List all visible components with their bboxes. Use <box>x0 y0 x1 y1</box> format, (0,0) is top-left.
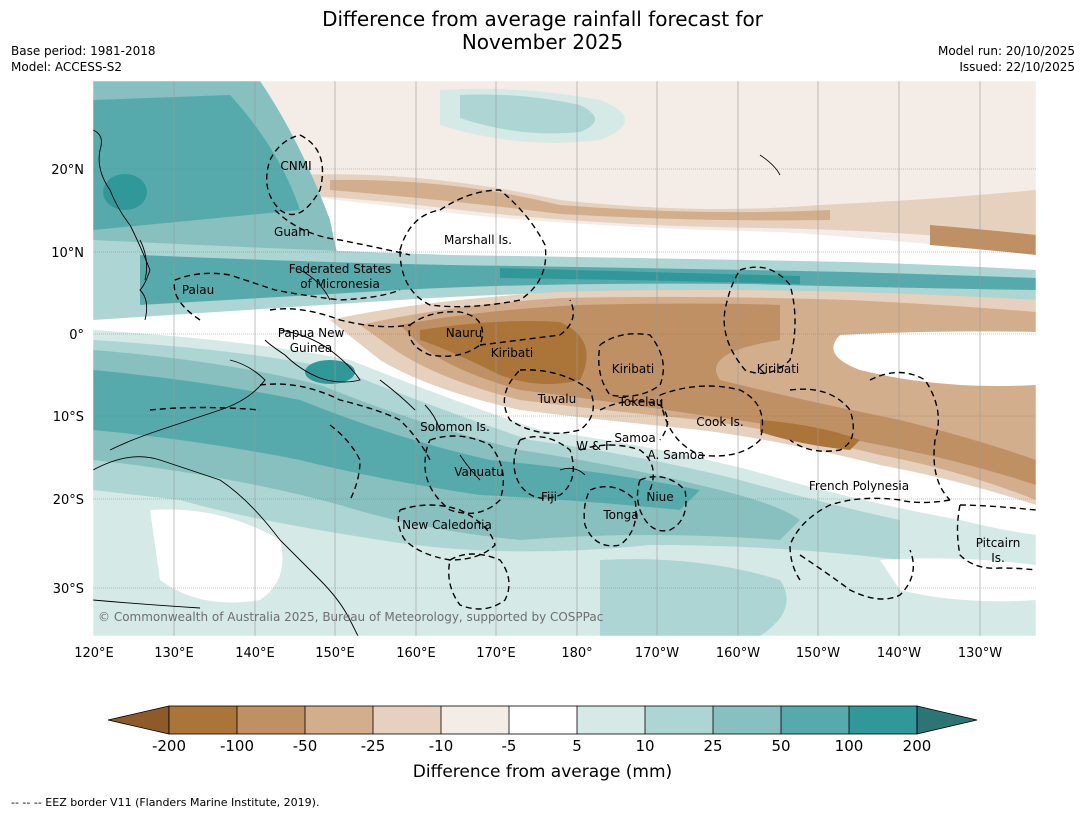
colorbar-tick-label: 100 <box>835 737 864 755</box>
colorbar-tick-label: 10 <box>635 737 654 755</box>
copyright-notice: © Commonwealth of Australia 2025, Bureau… <box>98 610 603 624</box>
region-label-tuvalu: Tuvalu <box>537 392 577 406</box>
lat-label-0: 0° <box>69 328 84 343</box>
region-label-vanuatu: Vanuatu <box>454 465 504 479</box>
colorbar-swatch <box>373 706 441 734</box>
lat-label-20n: 20°N <box>51 163 84 178</box>
region-label-pitcairn-1: Pitcairn <box>976 536 1021 550</box>
region-label-marshall: Marshall Is. <box>444 233 512 247</box>
colorbar-tick-label: -50 <box>293 737 318 755</box>
lon-label-120e: 120°E <box>74 646 114 661</box>
region-label-fsm-2: of Micronesia <box>300 277 380 291</box>
issued-date: Issued: 22/10/2025 <box>959 60 1075 74</box>
region-label-american-samoa: A. Samoa <box>648 448 705 462</box>
colorbar-swatch <box>237 706 305 734</box>
colorbar-tick-label: -5 <box>502 737 517 755</box>
colorbar-tick-label: -200 <box>152 737 186 755</box>
lon-label-130w: 130°W <box>958 646 1002 661</box>
lon-label-160w: 160°W <box>716 646 760 661</box>
lon-label-140e: 140°E <box>235 646 275 661</box>
region-label-kiribati-west: Kiribati <box>491 346 533 360</box>
lat-label-10s: 10°S <box>53 410 84 425</box>
region-label-palau: Palau <box>182 283 214 297</box>
region-label-cnmi: CNMI <box>280 159 311 173</box>
region-label-cook-islands: Cook Is. <box>696 415 743 429</box>
colorbar-swatch <box>577 706 645 734</box>
colorbar-tick-label: -100 <box>220 737 254 755</box>
lat-label-20s: 20°S <box>53 493 84 508</box>
colorbar-swatch <box>169 706 237 734</box>
colorbar-tick-label: 5 <box>572 737 582 755</box>
colorbar-swatch <box>305 706 373 734</box>
lon-label-150w: 150°W <box>796 646 840 661</box>
colorbar-tick-label: -10 <box>429 737 454 755</box>
base-period: Base period: 1981-2018 <box>11 44 156 58</box>
colorbar-swatch <box>441 706 509 734</box>
lat-label-10n: 10°N <box>51 246 84 261</box>
region-label-tonga: Tonga <box>602 508 638 522</box>
region-label-samoa: Samoa <box>614 431 655 445</box>
map-title-line1: Difference from average rainfall forecas… <box>322 7 763 31</box>
region-label-png-1: Papua New <box>278 326 345 340</box>
lon-label-170w: 170°W <box>635 646 679 661</box>
lon-label-150e: 150°E <box>315 646 355 661</box>
region-label-tokelau: Tokelau <box>618 395 664 409</box>
map-title-line2: November 2025 <box>461 30 624 54</box>
region-label-fiji: Fiji <box>541 490 557 504</box>
lon-label-170e: 170°E <box>476 646 516 661</box>
region-label-solomon-islands: Solomon Is. <box>420 420 490 434</box>
lon-label-180: 180° <box>561 646 592 661</box>
region-label-guam: Guam <box>274 225 310 239</box>
region-label-new-caledonia: New Caledonia <box>402 518 492 532</box>
region-label-french-polynesia: French Polynesia <box>809 479 909 493</box>
eez-legend-note: -- -- -- EEZ border V11 (Flanders Marine… <box>11 796 320 809</box>
region-label-wallis-futuna: W & F <box>576 439 612 453</box>
region-label-kiribati-east: Kiribati <box>757 362 799 376</box>
colorbar-swatch <box>645 706 713 734</box>
model-run: Model run: 20/10/2025 <box>937 44 1075 58</box>
colorbar-swatch <box>849 706 917 734</box>
colorbar-tick-label: -25 <box>361 737 386 755</box>
region-label-kiribati-central: Kiribati <box>612 362 654 376</box>
region-label-nauru: Nauru <box>446 326 482 340</box>
colorbar-tick-label: 25 <box>703 737 722 755</box>
model-name: Model: ACCESS-S2 <box>11 60 123 74</box>
colorbar-swatch-above-max <box>916 705 978 735</box>
colorbar: -200 -100 -50 -25 -10 -5 5 10 25 50 100 … <box>107 705 978 755</box>
lat-label-30s: 30°S <box>53 582 84 597</box>
colorbar-swatch <box>509 706 577 734</box>
lon-label-160e: 160°E <box>396 646 436 661</box>
colorbar-swatch-below-min <box>107 705 170 735</box>
colorbar-swatch <box>713 706 781 734</box>
lon-label-140w: 140°W <box>877 646 921 661</box>
region-label-niue: Niue <box>646 490 673 504</box>
region-label-fsm-1: Federated States <box>289 262 391 276</box>
colorbar-swatch <box>781 706 849 734</box>
colorbar-tick-label: 200 <box>903 737 932 755</box>
rainfall-field: © Commonwealth of Australia 2025, Bureau… <box>93 81 1036 636</box>
lon-label-130e: 130°E <box>154 646 194 661</box>
colorbar-tick-label: 50 <box>771 737 790 755</box>
region-label-pitcairn-2: Is. <box>991 551 1005 565</box>
region-label-png-2: Guinea <box>290 341 333 355</box>
colorbar-title: Difference from average (mm) <box>412 762 673 782</box>
